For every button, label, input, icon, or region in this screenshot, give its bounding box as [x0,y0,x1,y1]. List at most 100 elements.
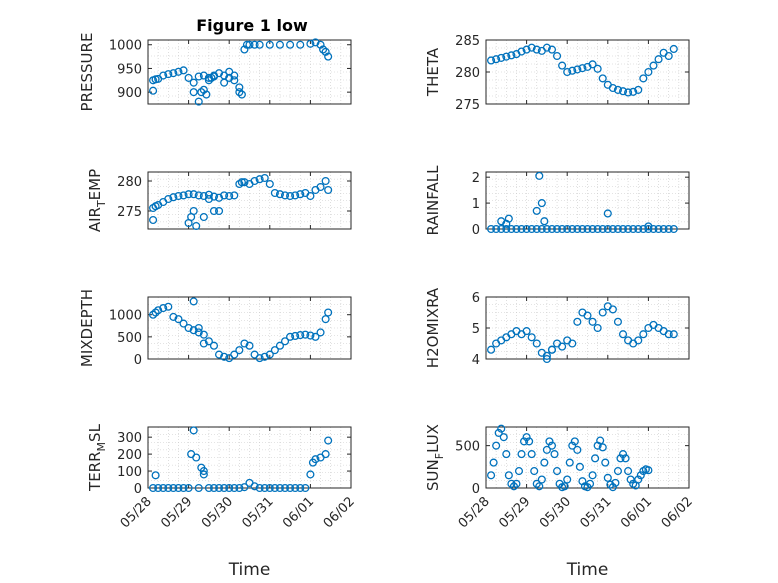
data-point [664,224,673,234]
data-point [507,479,516,488]
data-point [613,85,622,94]
y-tick-label: 0 [472,482,480,497]
data-point [194,72,203,81]
data-point [522,327,531,336]
data-point [542,43,551,52]
y-tick-label: 100 [117,465,142,480]
y-tick-label: 6 [472,291,480,306]
data-point [527,333,536,342]
data-point [644,224,653,234]
data-point [507,224,516,234]
data-point [669,330,678,339]
data-point [512,479,521,488]
y-tick-label: 285 [455,34,480,49]
data-point [286,483,295,493]
data-point [527,224,536,234]
data-point [316,328,325,337]
data-point [664,330,673,339]
subplot-sun-flux: 0 500 05/28 05/29 05/30 05/31 06/01 06/02 SUNFLU… [424,424,696,580]
y-tick-label: 0 [134,353,142,368]
data-point [618,330,628,339]
data-point [189,78,198,87]
data-point [159,71,168,80]
data-point [324,185,333,195]
y-tick-label: 1000 [109,39,142,54]
data-point [321,315,330,324]
y-axis-label: H2OMIXRA [424,287,442,368]
y-tick-label: 950 [117,62,142,77]
data-point [209,72,219,81]
data-point [593,224,602,234]
data-point [296,483,305,493]
data-point [634,224,643,234]
data-point [324,436,333,445]
data-point [497,53,506,62]
data-point [255,175,264,184]
data-point [316,182,325,192]
data-point [225,483,234,493]
data-point [179,191,188,200]
y-axis-label: RAINFALL [424,165,442,236]
x-tick-label: 06/02 [321,494,358,531]
data-point [321,450,330,459]
data-point [275,40,285,49]
data-point [154,306,163,315]
data-point [265,40,274,49]
data-point [573,65,582,74]
data-point [296,40,305,49]
data-point [237,178,246,187]
data-point [280,337,290,346]
data-point [502,224,511,234]
data-point [532,206,541,215]
data-point [573,317,582,326]
y-tick-label: 4 [472,353,480,368]
data-point [563,224,572,234]
data-point [591,454,600,463]
data-point [558,342,567,351]
data-point [301,330,310,339]
data-point [624,467,633,476]
data-point [169,69,178,78]
data-point [487,224,496,234]
data-point [568,224,577,234]
data-point [542,351,551,360]
data-point [296,331,305,340]
data-point [596,436,605,445]
data-point [588,224,597,234]
y-axis-label: AIRTEMP [86,169,108,232]
data-point [537,475,546,484]
data-point [215,483,224,493]
data-point [527,43,536,52]
x-tick-label: 05/30 [199,494,236,531]
data-point [608,224,617,234]
data-point [578,64,587,73]
data-point [563,67,572,77]
data-point [659,224,668,234]
data-point [265,483,274,493]
data-point [189,426,198,435]
data-point [502,52,511,61]
y-tick-label: 200 [117,448,142,463]
data-point [552,51,562,61]
data-point [291,191,300,200]
data-point [492,55,501,64]
y-tick-label: 500 [455,440,480,455]
data-point [184,323,193,333]
subplot-pressure: 900 950 1000 PRESSURE [78,33,352,111]
data-point [199,212,208,222]
data-point [644,466,653,475]
data-point [606,480,615,489]
data-point [179,66,188,75]
data-point [578,224,587,234]
data-point [568,441,577,450]
data-point [545,437,554,446]
data-point [621,454,630,463]
data-point [164,70,173,79]
subplot-rainfall: 0 1 2 RAINFALL [424,165,690,238]
y-axis-label: TERRMSL [86,423,108,492]
x-tick-label: 05/30 [537,494,574,531]
data-point [497,424,506,433]
axes-box [485,171,690,230]
data-point [164,302,173,311]
data-point [194,328,203,337]
